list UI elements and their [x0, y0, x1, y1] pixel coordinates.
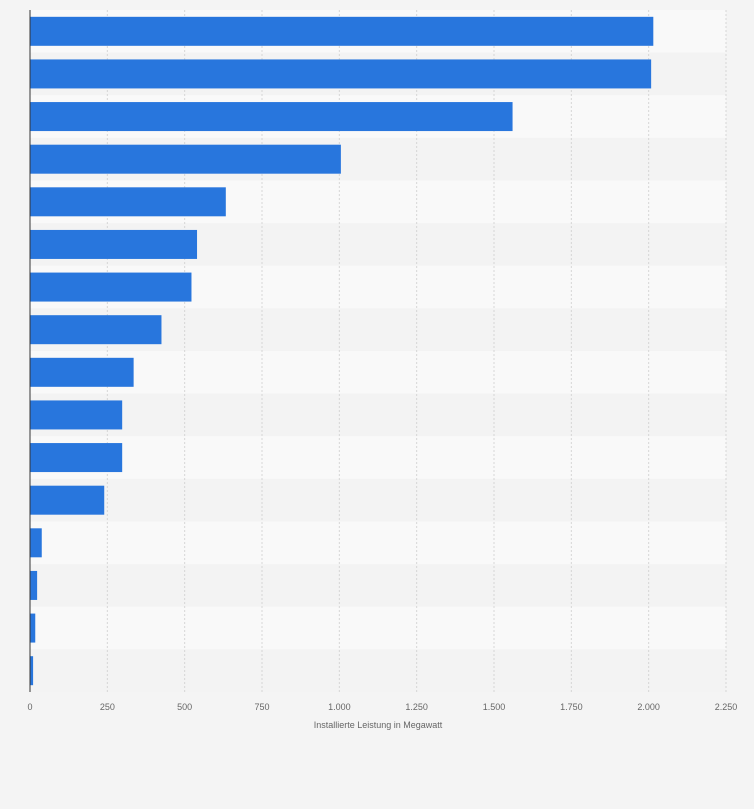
x-tick-label: 250	[100, 702, 115, 712]
bar[interactable]	[30, 272, 192, 302]
bar[interactable]	[30, 528, 42, 558]
bar[interactable]	[30, 443, 123, 473]
bar[interactable]	[30, 315, 162, 345]
x-tick-label: 1.750	[560, 702, 583, 712]
row-band	[30, 649, 726, 692]
row-band	[30, 606, 726, 650]
x-tick-label: 1.500	[483, 702, 506, 712]
bar[interactable]	[30, 357, 134, 387]
bar[interactable]	[30, 613, 36, 643]
bar[interactable]	[30, 570, 38, 600]
x-tick-label: 1.250	[405, 702, 428, 712]
x-tick-label: 500	[177, 702, 192, 712]
bars	[30, 16, 654, 686]
bar[interactable]	[30, 485, 105, 515]
row-band	[30, 436, 726, 479]
bar[interactable]	[30, 400, 123, 430]
row-band	[30, 393, 726, 437]
x-tick-label: 1.000	[328, 702, 351, 712]
bar[interactable]	[30, 229, 198, 259]
bar[interactable]	[30, 59, 652, 89]
x-axis-label: Installierte Leistung in Megawatt	[314, 720, 443, 730]
bar[interactable]	[30, 102, 513, 132]
x-tick-label: 750	[254, 702, 269, 712]
row-band	[30, 351, 726, 394]
bar[interactable]	[30, 187, 226, 217]
x-tick-label: 0	[27, 702, 32, 712]
row-band	[30, 521, 726, 565]
x-tick-label: 2.250	[715, 702, 738, 712]
bar[interactable]	[30, 144, 341, 174]
bar[interactable]	[30, 16, 654, 46]
x-axis-ticks: 0 250 500 750 1.000 1.250 1.500 1.750 2.000 2.250	[27, 702, 737, 712]
bar[interactable]	[30, 656, 34, 686]
row-band	[30, 564, 726, 607]
x-tick-label: 2.000	[637, 702, 660, 712]
row-band	[30, 478, 726, 522]
